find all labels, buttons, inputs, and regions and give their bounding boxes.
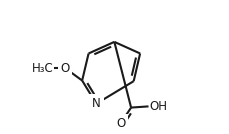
Text: OH: OH [149, 100, 167, 113]
Text: O: O [60, 62, 70, 75]
Text: O: O [116, 117, 125, 130]
Text: N: N [92, 97, 100, 110]
Text: H₃C: H₃C [32, 62, 54, 75]
